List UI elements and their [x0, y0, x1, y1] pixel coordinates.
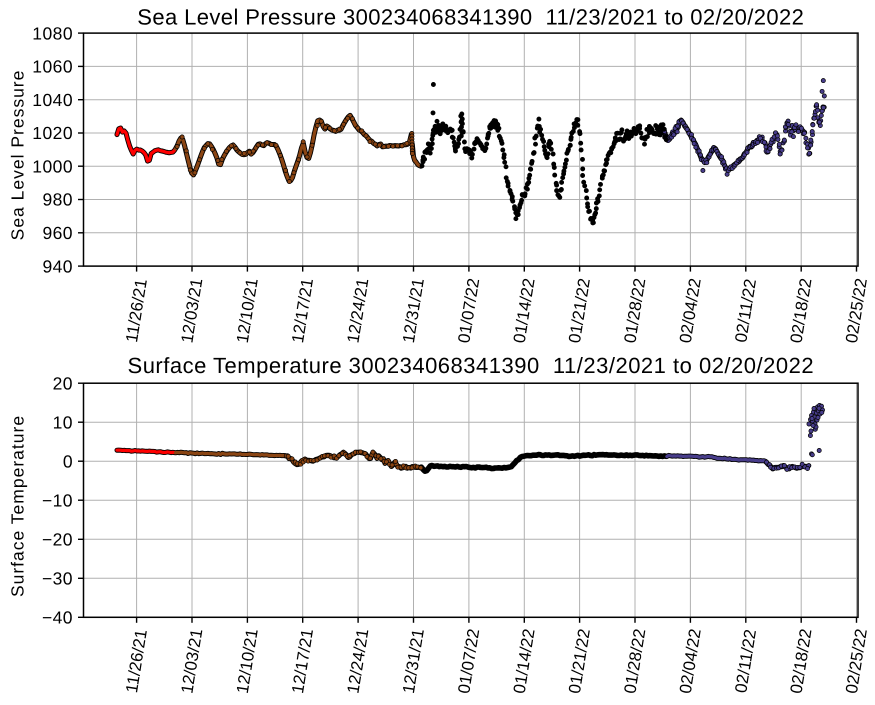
svg-text:960: 960 [42, 223, 73, 243]
svg-text:−10: −10 [42, 490, 73, 510]
svg-text:Sea Level Pressure: Sea Level Pressure [8, 70, 28, 241]
svg-text:0: 0 [63, 451, 73, 471]
svg-text:−20: −20 [42, 530, 73, 550]
svg-text:940: 940 [42, 256, 73, 276]
svg-text:1000: 1000 [32, 156, 73, 176]
svg-text:Surface Temperature 3002340683: Surface Temperature 300234068341390 11/2… [128, 353, 815, 378]
svg-text:1080: 1080 [32, 23, 73, 43]
svg-text:980: 980 [42, 190, 73, 210]
svg-text:−40: −40 [42, 608, 73, 628]
svg-text:Surface Temperature: Surface Temperature [8, 415, 28, 597]
svg-text:20: 20 [53, 373, 73, 393]
svg-text:10: 10 [53, 412, 73, 432]
svg-text:Sea Level Pressure 30023406834: Sea Level Pressure 300234068341390 11/23… [137, 4, 804, 29]
svg-text:1040: 1040 [32, 90, 73, 110]
svg-text:1060: 1060 [32, 57, 73, 77]
svg-text:1020: 1020 [32, 123, 73, 143]
svg-text:−30: −30 [42, 569, 73, 589]
